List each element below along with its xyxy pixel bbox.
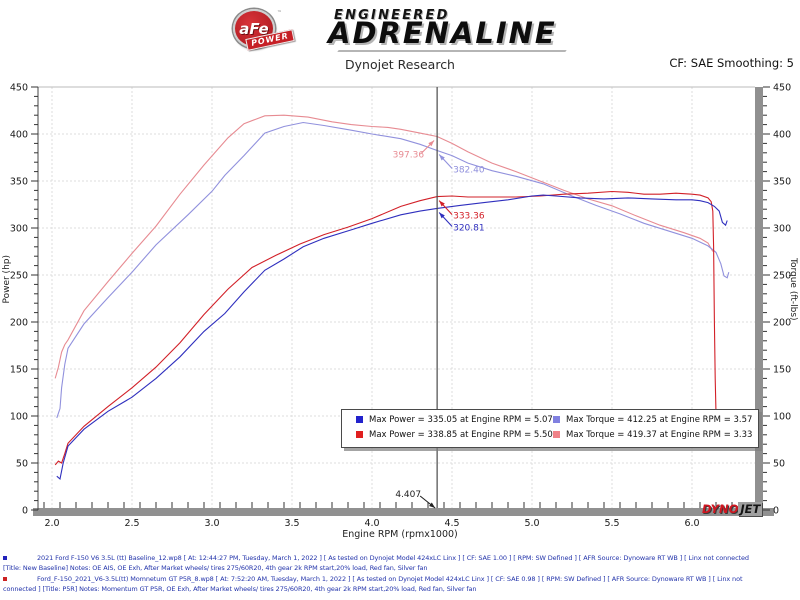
legend-item: Max Torque = 419.37 at Engine RPM = 3.33	[553, 428, 758, 443]
correction-factor-setting: CF: SAE Smoothing: 5	[669, 56, 794, 70]
tagline-engineered: ENGINEERED	[334, 8, 450, 23]
legend-text: Max Power = 335.05 at Engine RPM = 5.07	[369, 415, 553, 425]
legend-swatch-icon	[553, 416, 560, 423]
series-torque-blue	[56, 121, 730, 419]
x-tick-label: 2.5	[124, 518, 139, 529]
run-info-momentum: Ford_F-150_2021_V6-3.5L(tt) Momnetum GT …	[0, 574, 800, 594]
legend-grid: Max Power = 335.05 at Engine RPM = 5.07 M…	[342, 410, 758, 443]
y-axis-title-power: Power (hp)	[2, 255, 12, 304]
run-info-baseline: 2021 Ford F-150 V6 3.5L (tt) Baseline_12…	[0, 553, 800, 573]
afe-power-logo: aFe ™ POWER	[233, 9, 313, 53]
dynojet-watermark-jet: JET	[738, 502, 763, 516]
annotation-arrowhead	[439, 200, 445, 207]
y-tick-label: 350	[10, 177, 28, 188]
legend-text: Max Torque = 419.37 at Engine RPM = 3.33	[566, 430, 753, 440]
y-tick-label: 450	[773, 83, 791, 94]
tagline-adrenaline: ADRENALINE	[328, 16, 557, 50]
x-tick-label: 3.5	[284, 518, 299, 529]
annotation-label: 333.36	[453, 212, 485, 222]
y-tick-label: 50	[773, 459, 785, 470]
y-tick-label: 400	[10, 130, 28, 141]
legend-swatch-icon	[356, 416, 363, 423]
x-tick-label: 5.0	[524, 518, 539, 529]
trademark-symbol: ™	[277, 10, 282, 16]
y-tick-label: 350	[773, 177, 791, 188]
right-axis-band	[755, 87, 763, 516]
y-tick-label: 0	[773, 506, 779, 517]
y-tick-label: 100	[10, 412, 28, 423]
y-tick-label: 150	[10, 365, 28, 376]
run-info-line: [Title: New Baseline] Notes: OE AIS, OE …	[3, 564, 428, 572]
x-tick-label: 4.5	[444, 518, 459, 529]
x-axis-band	[33, 508, 774, 516]
x-tick-label: 4.0	[364, 518, 379, 529]
run-info-line: connected ] [Title: P5R] Notes: Momentum…	[3, 585, 477, 593]
y-tick-label: 100	[773, 412, 791, 423]
run-bullet-icon	[3, 577, 7, 581]
annotation-arrowhead	[428, 140, 435, 147]
y-tick-label: 400	[773, 130, 791, 141]
legend-text: Max Power = 338.85 at Engine RPM = 5.50	[369, 430, 553, 440]
series-torque-red	[54, 114, 714, 379]
annotation-label: 397.36	[393, 150, 425, 160]
x-axis-title: Engine RPM (rpmx1000)	[342, 529, 458, 540]
y-tick-label: 250	[10, 271, 28, 282]
dynojet-watermark-dyno: DYNO	[702, 502, 739, 516]
x-tick-label: 6.0	[684, 518, 699, 529]
x-tick-label: 5.5	[604, 518, 619, 529]
legend-swatch-icon	[356, 431, 363, 438]
annotation-label: 382.40	[453, 166, 485, 176]
annotation-arrowhead	[439, 154, 445, 161]
run-bullet-icon	[3, 556, 7, 560]
legend-item: Max Power = 338.85 at Engine RPM = 5.50	[356, 428, 553, 443]
y-tick-label: 300	[10, 224, 28, 235]
series-power-red	[54, 190, 717, 466]
legend-box: Max Power = 335.05 at Engine RPM = 5.07 M…	[341, 409, 759, 448]
legend-item: Max Torque = 412.25 at Engine RPM = 3.57	[553, 413, 758, 428]
y-tick-label: 150	[773, 365, 791, 376]
x-tick-label: 2.0	[44, 518, 59, 529]
y-tick-label: 200	[773, 318, 791, 329]
run-info-line: 2021 Ford F-150 V6 3.5L (tt) Baseline_12…	[37, 554, 749, 562]
annotation-label: 320.81	[453, 223, 485, 233]
y-tick-label: 250	[773, 271, 791, 282]
y-tick-label: 50	[16, 459, 28, 470]
dynojet-watermark: DYNO JET	[702, 502, 763, 516]
y-tick-label: 300	[773, 224, 791, 235]
series-power-blue	[56, 194, 728, 481]
report-title: Dynojet Research	[345, 57, 455, 72]
x-tick-label: 3.0	[204, 518, 219, 529]
y-axis-title-torque: Torque (ft-lbs)	[788, 258, 798, 321]
annotation-arrowhead	[429, 502, 436, 508]
legend-text: Max Torque = 412.25 at Engine RPM = 3.57	[566, 415, 753, 425]
y-tick-label: 450	[10, 83, 28, 94]
afe-badge-text: aFe	[239, 19, 269, 38]
legend-swatch-icon	[553, 431, 560, 438]
y-tick-label: 200	[10, 318, 28, 329]
legend-item: Max Power = 335.05 at Engine RPM = 5.07	[356, 413, 553, 428]
cursor-rpm-label: 4.407	[395, 490, 421, 500]
run-info-line: Ford_F-150_2021_V6-3.5L(tt) Momnetum GT …	[37, 575, 743, 583]
y-tick-label: 0	[22, 506, 28, 517]
annotation-arrowhead	[439, 212, 445, 219]
